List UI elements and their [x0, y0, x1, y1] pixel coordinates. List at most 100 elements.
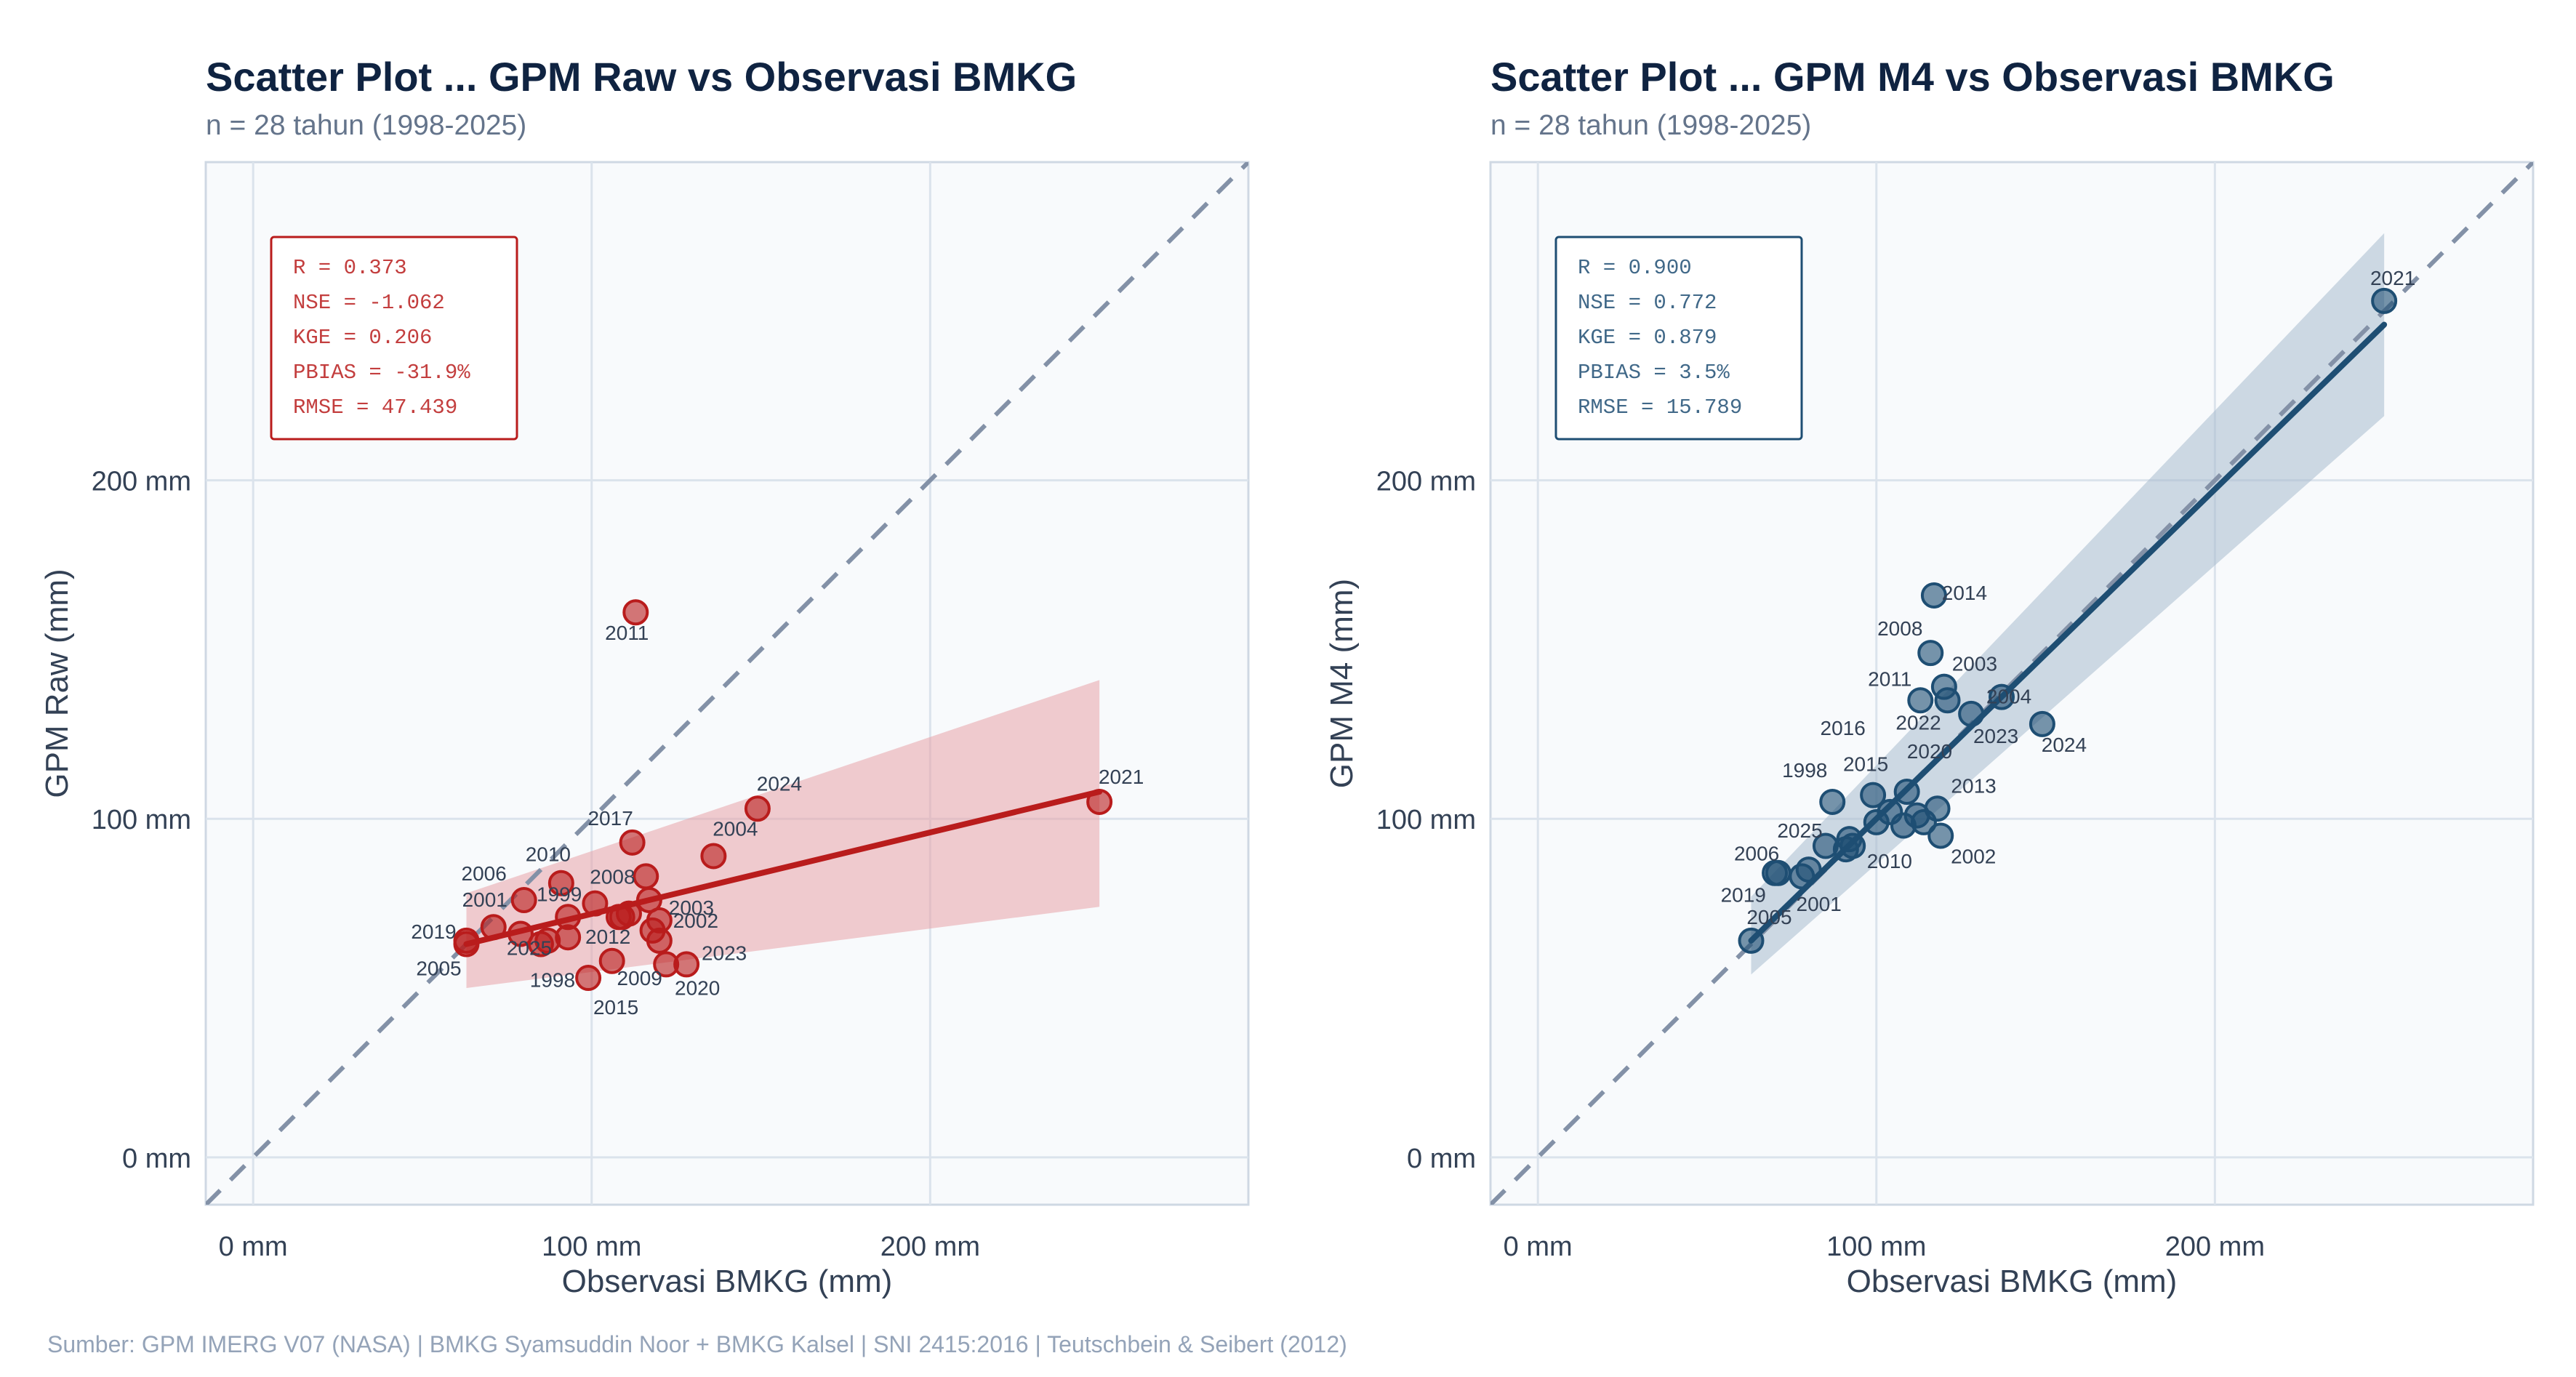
x-tick-label: 100 mm — [542, 1232, 641, 1262]
stats-line: R = 0.900 — [1578, 256, 1692, 280]
data-point-2006 — [510, 886, 537, 913]
data-point-2018 — [534, 927, 561, 954]
data-point-2010 — [547, 870, 574, 896]
data-point-2019 — [1765, 859, 1791, 886]
point-label-2019: 2019 — [411, 920, 456, 943]
data-point-2002 — [1927, 822, 1954, 849]
y-tick-label: 100 mm — [1376, 805, 1476, 835]
point-label-2003: 2003 — [669, 896, 714, 919]
point-label-2021: 2021 — [2370, 267, 2415, 289]
stats-box — [1554, 236, 1803, 441]
data-point-2022 — [609, 904, 635, 931]
stats-line: PBIAS = -31.9% — [293, 361, 470, 385]
stats-line: RMSE = 15.789 — [1578, 396, 1742, 419]
point-label-2004: 2004 — [1986, 686, 2031, 708]
data-point-2015 — [575, 965, 602, 992]
data-point-2004 — [1989, 683, 2015, 710]
y-axis-label: GPM Raw (mm) — [39, 569, 75, 798]
stats-line: KGE = 0.206 — [293, 326, 432, 350]
point-label-2023: 2023 — [702, 942, 747, 964]
point-label-2024: 2024 — [2042, 734, 2087, 756]
data-point-2008 — [1917, 640, 1944, 667]
point-label-2008: 2008 — [1877, 617, 1922, 640]
data-point-2024 — [2029, 710, 2055, 737]
data-point-2011 — [1907, 687, 1934, 714]
data-point-2024 — [744, 795, 771, 822]
x-tick-label: 0 mm — [1504, 1232, 1573, 1262]
point-label-2020: 2020 — [1907, 740, 1952, 763]
point-label-2017: 2017 — [587, 807, 633, 830]
data-point-2008 — [582, 890, 609, 917]
point-label-2002: 2002 — [1951, 846, 1996, 868]
chart-title: Scatter Plot ... GPM M4 vs Observasi BMK… — [1490, 54, 2335, 100]
point-label-2008: 2008 — [590, 866, 635, 888]
x-tick-label: 200 mm — [880, 1232, 980, 1262]
point-label-1999: 1999 — [537, 883, 582, 905]
point-label-1998: 1998 — [1782, 759, 1827, 782]
chart-subtitle: n = 28 tahun (1998-2025) — [206, 110, 526, 141]
point-label-2005: 2005 — [416, 958, 461, 980]
point-label-2022: 2022 — [1895, 711, 1941, 734]
point-label-1998: 1998 — [530, 969, 575, 992]
data-point-2016 — [646, 927, 673, 954]
point-label-2006: 2006 — [462, 862, 507, 885]
point-label-2003: 2003 — [1952, 653, 1997, 675]
data-point-2013 — [633, 863, 659, 890]
chart-title: Scatter Plot ... GPM Raw vs Observasi BM… — [206, 54, 1077, 100]
x-tick-label: 200 mm — [2165, 1232, 2265, 1262]
plot-content — [1490, 162, 2533, 1205]
point-label-2012: 2012 — [585, 926, 630, 948]
point-label-2015: 2015 — [1843, 753, 1888, 776]
footer-source-text: Sumber: GPM IMERG V07 (NASA) | BMKG Syam… — [47, 1331, 1347, 1357]
data-point-2023 — [1958, 700, 1985, 727]
chart-gpm-m4: Scatter Plot ... GPM M4 vs Observasi BMK… — [1324, 54, 2535, 1299]
chart-gpm-raw: Scatter Plot ... GPM Raw vs Observasi BM… — [39, 54, 1250, 1299]
stats-line: PBIAS = 3.5% — [1578, 361, 1730, 385]
point-label-2021: 2021 — [1099, 766, 1144, 788]
stats-line: NSE = -1.062 — [293, 291, 445, 315]
data-point-2011 — [622, 599, 649, 626]
point-label-2020: 2020 — [675, 976, 720, 999]
data-point-2025 — [1836, 826, 1863, 853]
point-label-2001: 2001 — [462, 888, 507, 911]
point-label-2005: 2005 — [1746, 906, 1791, 928]
data-point-2001 — [480, 914, 507, 941]
data-point-2021 — [1086, 788, 1113, 815]
point-label-2024: 2024 — [757, 772, 802, 795]
data-point-2014 — [1920, 582, 1947, 609]
data-point-2004 — [700, 843, 727, 870]
stats-box — [270, 236, 518, 441]
point-label-2025: 2025 — [1777, 819, 1822, 842]
point-label-2006: 2006 — [1734, 843, 1779, 865]
point-label-2016: 2016 — [1821, 717, 1866, 739]
point-label-2011: 2011 — [1868, 667, 1911, 690]
plot-content — [206, 162, 1248, 1205]
x-tick-label: 100 mm — [1826, 1232, 1926, 1262]
point-label-2011: 2011 — [605, 622, 649, 644]
data-point-2005 — [1738, 927, 1765, 954]
point-label-2001: 2001 — [1797, 893, 1842, 915]
y-axis-label: GPM M4 (mm) — [1324, 579, 1360, 788]
data-point-1998 — [1819, 788, 1846, 815]
data-point-2015 — [1860, 782, 1887, 808]
point-label-2010: 2010 — [526, 843, 571, 866]
data-point-2023 — [673, 951, 700, 978]
x-axis-label: Observasi BMKG (mm) — [562, 1264, 893, 1299]
y-tick-label: 0 mm — [122, 1144, 191, 1174]
data-point-2012 — [1812, 832, 1839, 859]
data-point-2020 — [1910, 808, 1937, 835]
point-label-2025: 2025 — [507, 937, 552, 960]
y-tick-label: 200 mm — [92, 467, 191, 497]
stats-line: NSE = 0.772 — [1578, 291, 1717, 315]
data-point-2019 — [453, 927, 480, 954]
data-point-2021 — [2371, 287, 2398, 314]
point-label-2015: 2015 — [593, 996, 638, 1019]
point-label-2004: 2004 — [713, 817, 758, 840]
point-label-2010: 2010 — [1867, 850, 1912, 872]
data-point-2017 — [619, 829, 646, 856]
stats-line: KGE = 0.879 — [1578, 326, 1717, 350]
point-label-2002: 2002 — [673, 910, 718, 932]
point-label-2019: 2019 — [1721, 884, 1766, 907]
